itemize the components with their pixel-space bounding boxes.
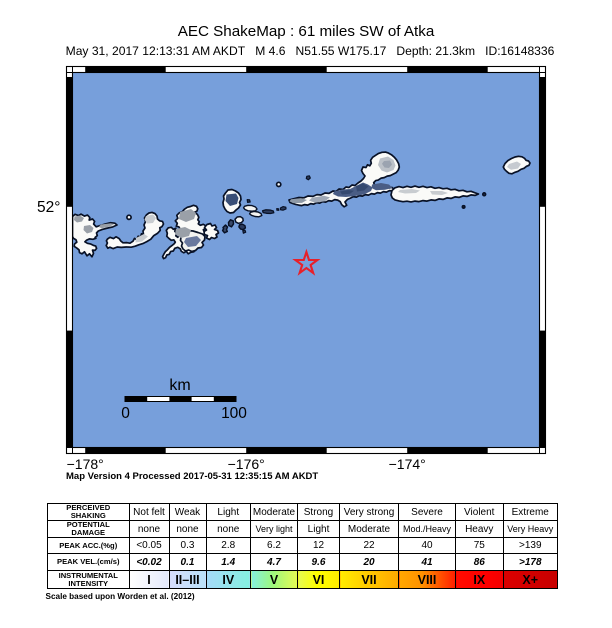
svg-text:52°: 52° <box>37 199 60 216</box>
svg-text:−174°: −174° <box>389 456 426 472</box>
svg-text:100: 100 <box>221 405 247 422</box>
svg-text:−176°: −176° <box>228 456 265 472</box>
svg-text:km: km <box>169 377 190 394</box>
svg-text:0: 0 <box>121 405 130 422</box>
svg-text:−178°: −178° <box>67 456 104 472</box>
